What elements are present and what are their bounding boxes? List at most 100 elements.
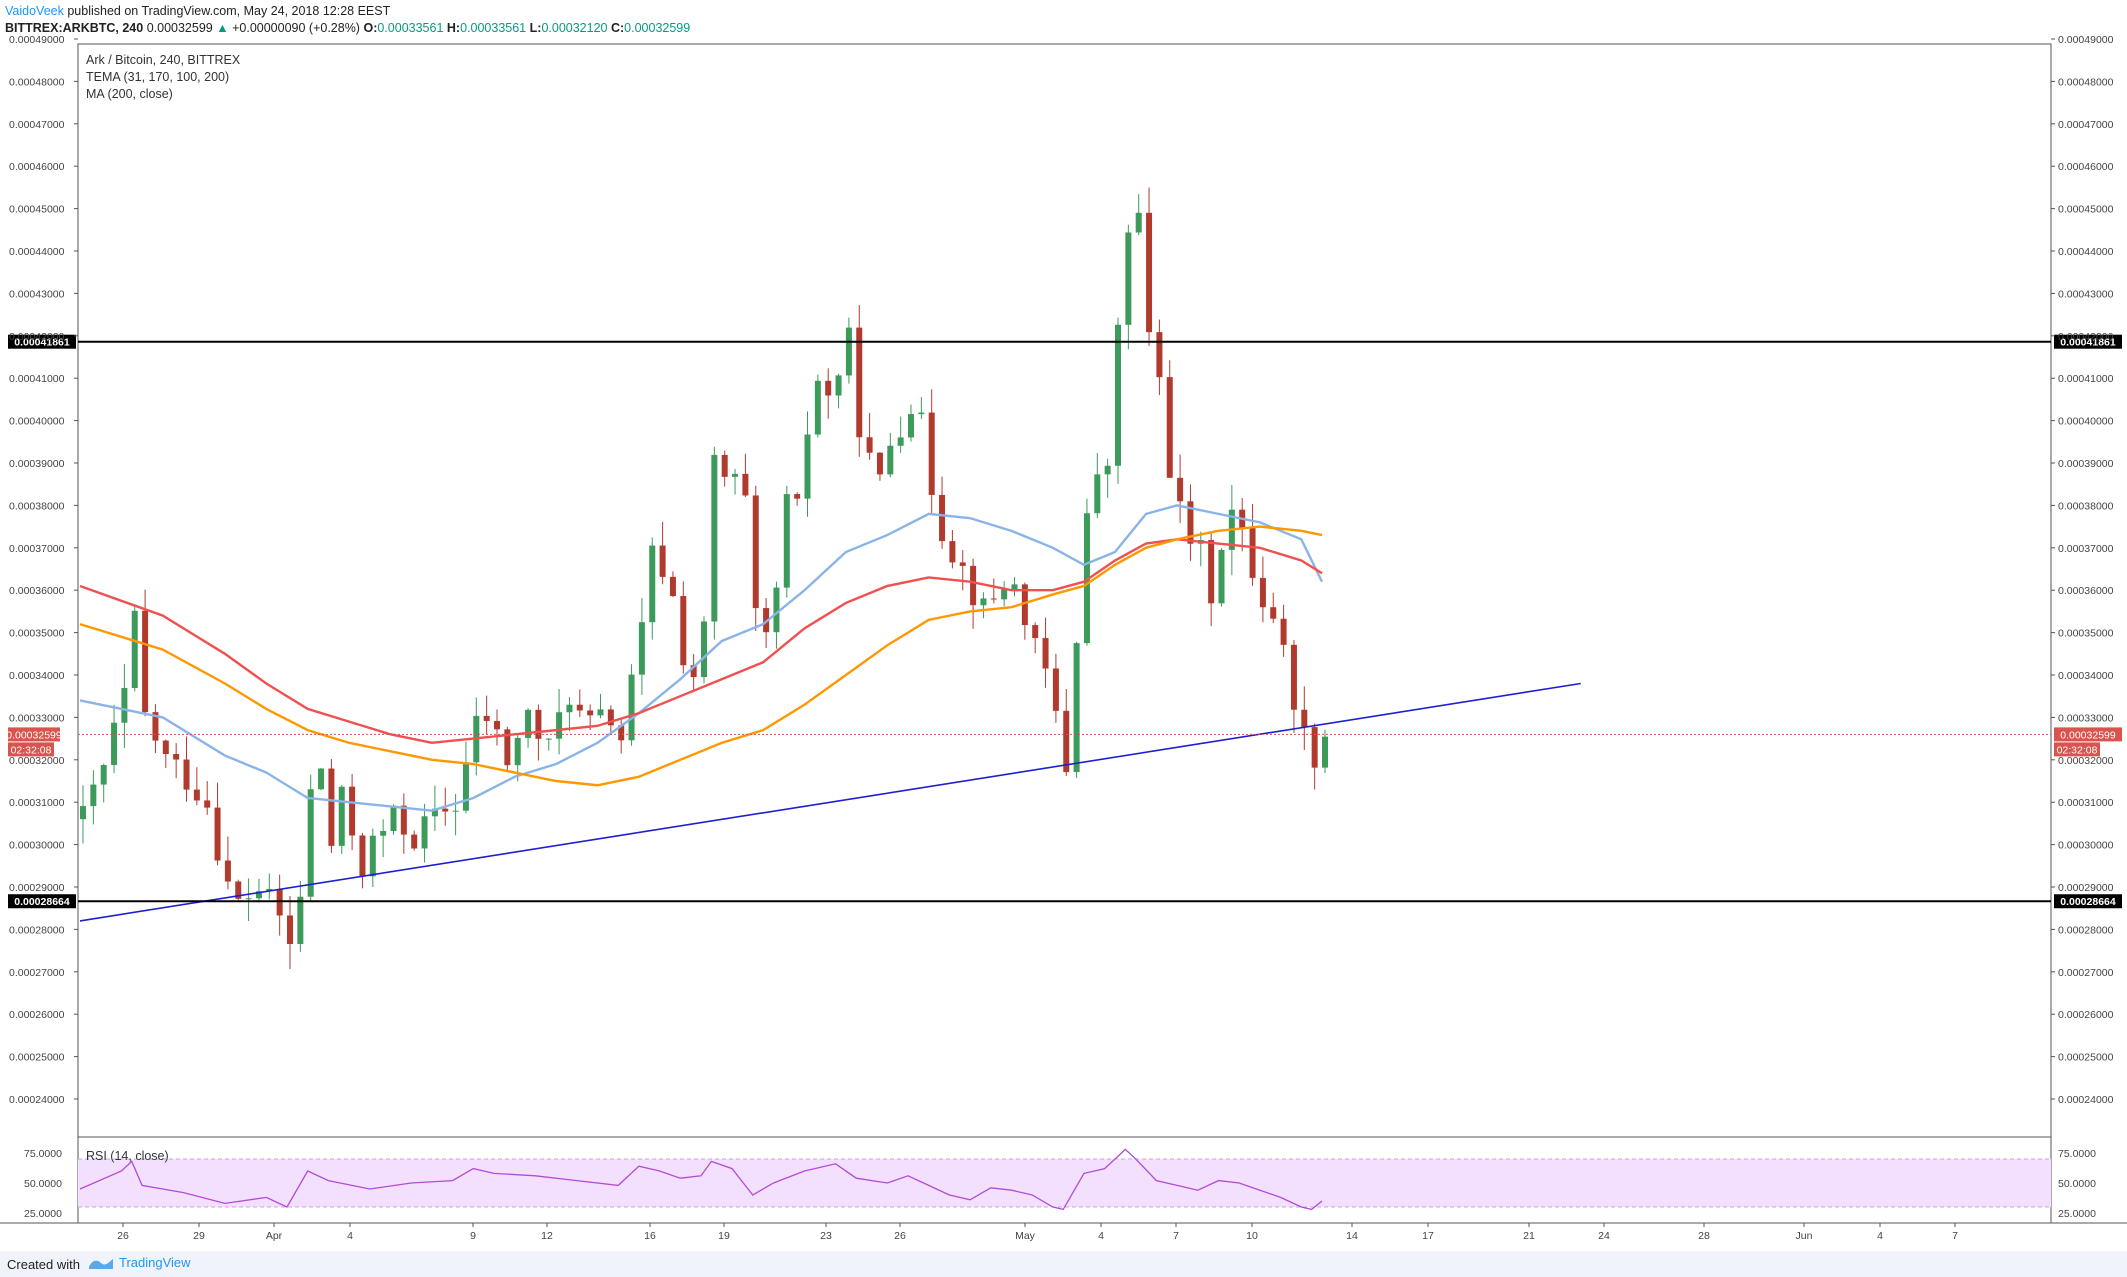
candle[interactable] bbox=[1125, 224, 1132, 350]
candle[interactable] bbox=[152, 704, 159, 754]
candle[interactable] bbox=[131, 606, 138, 692]
candle[interactable] bbox=[783, 485, 790, 598]
candle[interactable] bbox=[897, 416, 904, 453]
candle[interactable] bbox=[742, 453, 749, 498]
candle[interactable] bbox=[980, 592, 987, 619]
candle[interactable] bbox=[162, 739, 169, 768]
candle[interactable] bbox=[825, 368, 832, 419]
candle[interactable] bbox=[1135, 194, 1142, 235]
candle[interactable] bbox=[80, 785, 86, 844]
candle[interactable] bbox=[866, 412, 873, 460]
candle[interactable] bbox=[918, 397, 925, 419]
candle[interactable] bbox=[380, 819, 387, 858]
candle[interactable] bbox=[1259, 556, 1266, 623]
candle[interactable] bbox=[1083, 498, 1090, 646]
candle[interactable] bbox=[1177, 454, 1184, 524]
candle[interactable] bbox=[255, 878, 262, 903]
candle[interactable] bbox=[1218, 548, 1225, 607]
candle[interactable] bbox=[814, 374, 821, 438]
candle[interactable] bbox=[856, 305, 863, 457]
tema-mid-line[interactable] bbox=[79, 538, 1323, 745]
candle[interactable] bbox=[566, 697, 573, 732]
rsi-line[interactable] bbox=[79, 1148, 1323, 1211]
candle[interactable] bbox=[287, 896, 293, 969]
candle[interactable] bbox=[1021, 582, 1028, 640]
candle[interactable] bbox=[1290, 639, 1297, 733]
candle[interactable] bbox=[224, 836, 231, 890]
candle[interactable] bbox=[1104, 458, 1111, 498]
tradingview-brand[interactable]: TradingView bbox=[88, 1255, 191, 1270]
candle[interactable] bbox=[494, 709, 500, 746]
candle[interactable] bbox=[680, 581, 687, 674]
candle[interactable] bbox=[1032, 622, 1039, 654]
candle[interactable] bbox=[659, 521, 666, 585]
candle[interactable] bbox=[525, 708, 532, 748]
candle[interactable] bbox=[245, 878, 252, 922]
candle[interactable] bbox=[183, 736, 190, 802]
candle[interactable] bbox=[421, 803, 428, 863]
candle[interactable] bbox=[1187, 484, 1194, 561]
candle[interactable] bbox=[701, 616, 707, 684]
candle[interactable] bbox=[732, 469, 739, 495]
candle[interactable] bbox=[545, 738, 552, 751]
candle[interactable] bbox=[908, 404, 914, 442]
candle[interactable] bbox=[266, 873, 273, 900]
candle[interactable] bbox=[1249, 504, 1256, 586]
candle[interactable] bbox=[618, 718, 625, 754]
candle[interactable] bbox=[597, 693, 604, 719]
candle[interactable] bbox=[204, 781, 211, 815]
candle[interactable] bbox=[193, 767, 200, 806]
ma-line[interactable] bbox=[79, 525, 1323, 787]
candle[interactable] bbox=[1115, 317, 1121, 484]
candle[interactable] bbox=[690, 654, 697, 693]
candle[interactable] bbox=[928, 389, 935, 515]
candle[interactable] bbox=[214, 782, 221, 866]
candle[interactable] bbox=[1042, 617, 1049, 688]
candle[interactable] bbox=[887, 432, 894, 478]
candle[interactable] bbox=[359, 832, 366, 889]
candle[interactable] bbox=[1301, 686, 1308, 751]
candle[interactable] bbox=[876, 452, 883, 481]
candle[interactable] bbox=[90, 770, 97, 825]
candle[interactable] bbox=[338, 785, 345, 854]
candle[interactable] bbox=[349, 773, 356, 851]
candle[interactable] bbox=[556, 689, 563, 755]
candle[interactable] bbox=[111, 704, 118, 774]
candle[interactable] bbox=[504, 726, 511, 771]
candle[interactable] bbox=[804, 411, 811, 517]
candle[interactable] bbox=[1270, 592, 1277, 624]
support-trendline[interactable] bbox=[79, 682, 1581, 922]
candle[interactable] bbox=[1052, 653, 1059, 723]
candle[interactable] bbox=[142, 589, 149, 717]
candle[interactable] bbox=[1280, 604, 1287, 657]
candle[interactable] bbox=[121, 663, 128, 748]
tema-fast-line[interactable] bbox=[79, 504, 1324, 812]
candle[interactable] bbox=[649, 537, 656, 640]
candle[interactable] bbox=[1063, 689, 1070, 777]
candle[interactable] bbox=[949, 530, 956, 569]
candle[interactable] bbox=[1208, 531, 1215, 627]
candle[interactable] bbox=[638, 598, 645, 695]
candle[interactable] bbox=[369, 828, 376, 888]
candle[interactable] bbox=[328, 758, 335, 853]
candle[interactable] bbox=[711, 446, 718, 640]
candle[interactable] bbox=[1073, 641, 1080, 778]
author-link[interactable]: VaidoVeek bbox=[5, 4, 64, 18]
candle[interactable] bbox=[794, 492, 801, 506]
candle[interactable] bbox=[1011, 577, 1018, 597]
candle[interactable] bbox=[318, 768, 325, 791]
candle[interactable] bbox=[173, 742, 180, 779]
candle[interactable] bbox=[1156, 319, 1163, 396]
candle[interactable] bbox=[628, 664, 635, 746]
candle[interactable] bbox=[1146, 187, 1153, 346]
candle[interactable] bbox=[959, 550, 966, 591]
candle[interactable] bbox=[835, 373, 842, 409]
candle[interactable] bbox=[235, 879, 242, 901]
candle[interactable] bbox=[939, 476, 946, 549]
candle[interactable] bbox=[970, 558, 977, 629]
candle[interactable] bbox=[669, 571, 676, 597]
candle[interactable] bbox=[1094, 452, 1101, 519]
candle[interactable] bbox=[721, 450, 728, 487]
candle[interactable] bbox=[411, 830, 418, 851]
candle[interactable] bbox=[1322, 729, 1328, 773]
